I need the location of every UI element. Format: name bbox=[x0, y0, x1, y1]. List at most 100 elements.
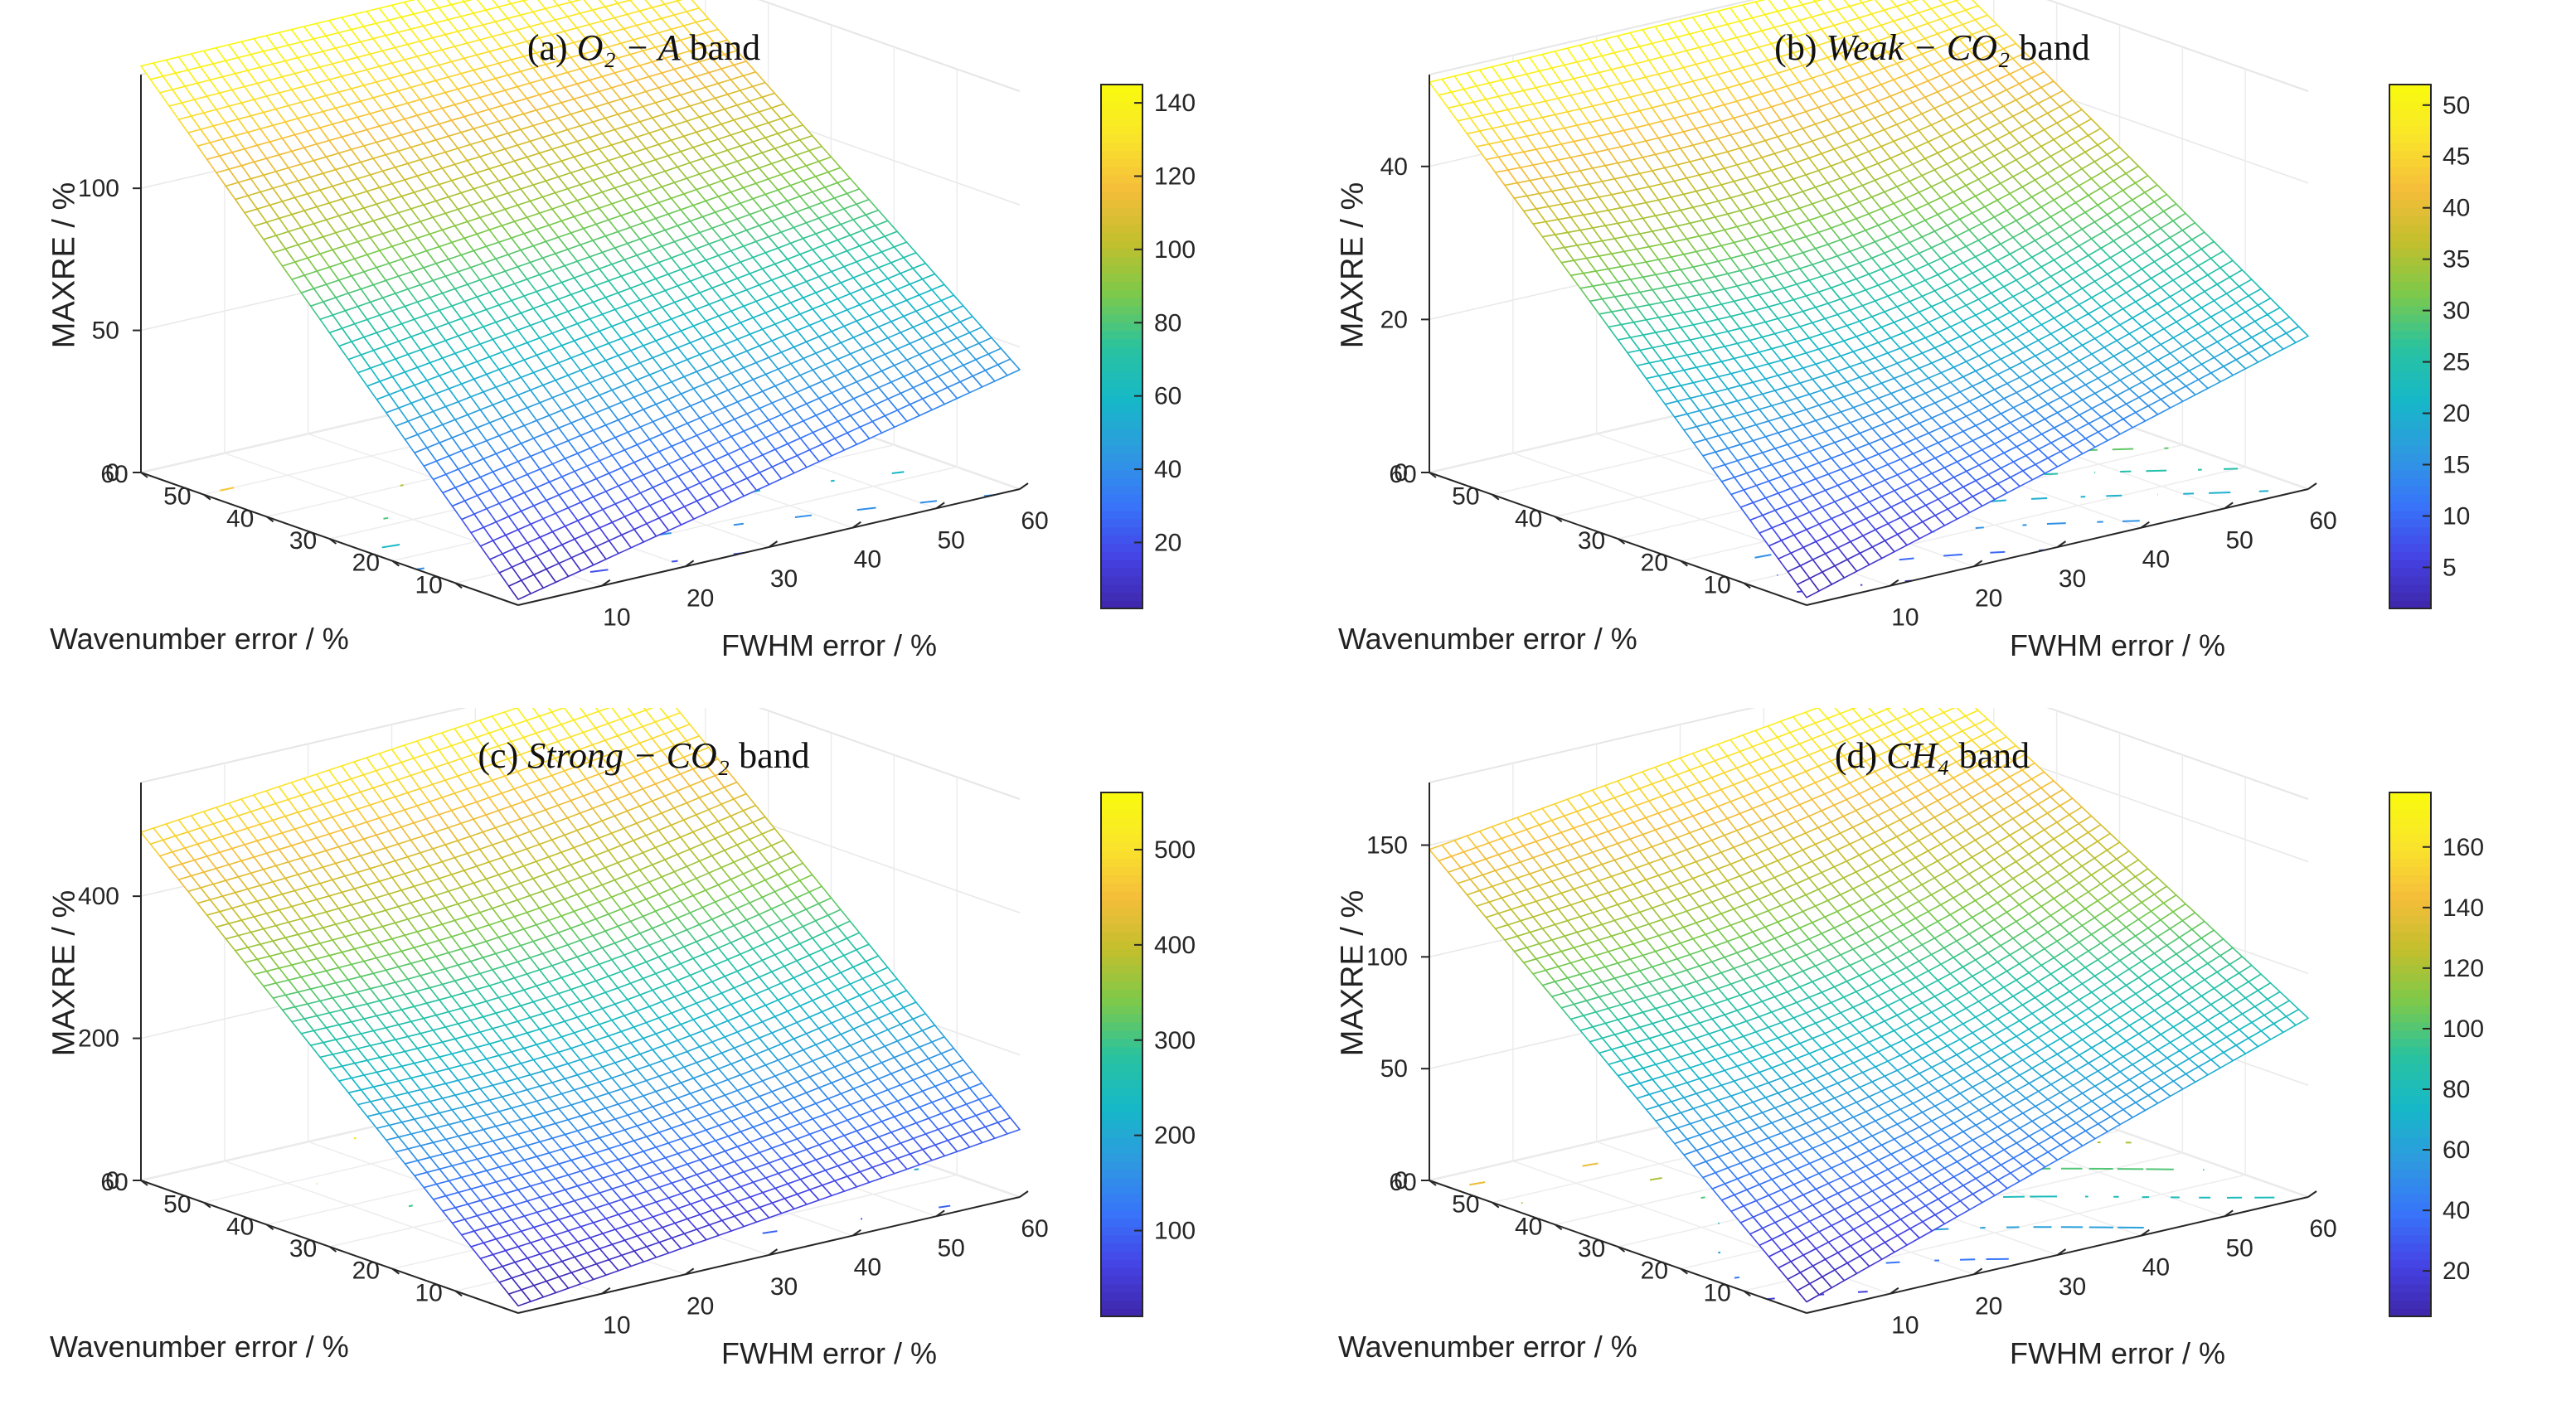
wavenumber-tick bbox=[328, 538, 337, 545]
z-tick-label: 40 bbox=[1380, 153, 1408, 181]
colorbar-swatch bbox=[2389, 166, 2431, 176]
colorbar-swatch bbox=[1101, 133, 1142, 143]
colorbar-tick-label: 30 bbox=[2443, 298, 2470, 325]
colorbar-swatch bbox=[2389, 535, 2431, 544]
colorbar-swatch bbox=[1101, 395, 1142, 405]
contour-segment bbox=[891, 471, 905, 475]
colorbar-swatch bbox=[1101, 174, 1142, 184]
colorbar-swatch bbox=[1101, 559, 1142, 569]
colorbar-swatch bbox=[2389, 297, 2431, 307]
panel-title-b: (b) Weak − CO₂ band bbox=[1774, 27, 2090, 68]
colorbar-swatch bbox=[2389, 157, 2431, 167]
colorbar-swatch bbox=[1101, 166, 1142, 176]
contour-segment bbox=[733, 522, 744, 526]
colorbar-swatch bbox=[2389, 518, 2431, 528]
contour-segment bbox=[762, 1230, 778, 1234]
panel-c: 10 20 30 40 50 60 10 20 30 40 50 60 0 200 400 100 200 300… bbox=[0, 708, 1288, 1415]
contour-segment bbox=[408, 1204, 413, 1208]
colorbar-tick-label: 20 bbox=[2443, 400, 2470, 428]
colorbar-tick-label: 80 bbox=[1154, 309, 1181, 337]
fwhm-tick bbox=[1973, 560, 1983, 568]
colorbar-swatch bbox=[2389, 125, 2431, 135]
colorbar-swatch bbox=[1101, 338, 1142, 347]
panel-title-a: (a) O₂ − A band bbox=[526, 27, 761, 68]
wavenumber-axis-label-b: Wavenumber error / % bbox=[1338, 622, 1637, 656]
colorbar-swatch bbox=[2389, 419, 2431, 429]
fwhm-tick-label: 10 bbox=[1891, 604, 1919, 632]
colorbar-tick-label: 10 bbox=[2443, 502, 2470, 530]
colorbar-swatch bbox=[1101, 419, 1142, 429]
colorbar-swatch bbox=[1101, 453, 1142, 463]
wavenumber-tick bbox=[1680, 560, 1688, 567]
surface-mesh bbox=[140, 0, 1021, 600]
contour-segment bbox=[400, 484, 404, 487]
colorbar-swatch bbox=[2389, 550, 2431, 560]
fwhm-tick bbox=[2224, 502, 2234, 510]
colorbar-swatch bbox=[2389, 395, 2431, 405]
colorbar-swatch bbox=[2389, 362, 2431, 372]
colorbar-swatch bbox=[2389, 322, 2431, 332]
panel-b: 10 20 30 40 50 60 10 20 30 40 50 60 0 20 40 5 10 15 20 25 30… bbox=[1288, 0, 2576, 707]
colorbar-swatch bbox=[2389, 428, 2431, 438]
colorbar-swatch bbox=[1101, 264, 1142, 274]
colorbar-swatch bbox=[2389, 256, 2431, 266]
colorbar-swatch bbox=[2389, 493, 2431, 503]
wavenumber-tick-label: 40 bbox=[226, 505, 254, 532]
wavenumber-tick-label: 10 bbox=[1703, 571, 1730, 598]
fwhm-tick-label: 20 bbox=[686, 584, 714, 612]
wavenumber-tick bbox=[1429, 472, 1437, 478]
contour-segment bbox=[353, 1136, 357, 1140]
wavenumber-tick-label: 60 bbox=[1389, 461, 1416, 488]
colorbar-swatch bbox=[2389, 600, 2431, 609]
contour-segment bbox=[2030, 497, 2048, 500]
colorbar-swatch bbox=[1101, 313, 1142, 323]
colorbar-swatch bbox=[1101, 461, 1142, 471]
colorbar-swatch bbox=[1101, 142, 1142, 151]
contour-segment bbox=[1975, 526, 1984, 530]
colorbar-tick-label: 20 bbox=[1154, 529, 1181, 556]
fwhm-tick-label: 40 bbox=[854, 546, 881, 574]
colorbar-swatch bbox=[1101, 469, 1142, 478]
colorbar-swatch bbox=[2389, 461, 2431, 471]
colorbar-swatch bbox=[1101, 85, 1142, 94]
colorbar-tick-label: 60 bbox=[1154, 383, 1181, 410]
colorbar-tick-label: 40 bbox=[2443, 195, 2470, 222]
colorbar-swatch bbox=[2389, 404, 2431, 413]
colorbar-swatch bbox=[2389, 526, 2431, 536]
fwhm-tick bbox=[1890, 579, 1899, 587]
colorbar-swatch bbox=[2389, 240, 2431, 250]
colorbar-swatch bbox=[1101, 346, 1142, 356]
colorbar-swatch bbox=[1101, 150, 1142, 159]
fwhm-tick-label: 30 bbox=[770, 565, 798, 593]
colorbar-swatch bbox=[1101, 199, 1142, 209]
wavenumber-tick bbox=[1617, 538, 1626, 545]
wavenumber-tick bbox=[1555, 516, 1563, 523]
contour-segment bbox=[919, 500, 938, 504]
colorbar-swatch bbox=[1101, 305, 1142, 315]
colorbar-swatch bbox=[1101, 330, 1142, 340]
colorbar-swatch bbox=[1101, 288, 1142, 298]
fwhm-tick-label: 60 bbox=[1021, 507, 1048, 535]
surface-mesh bbox=[140, 708, 1021, 1307]
colorbar-swatch bbox=[2389, 216, 2431, 225]
wavenumber-tick-label: 20 bbox=[1641, 550, 1668, 577]
colorbar-swatch bbox=[2389, 575, 2431, 585]
colorbar-swatch bbox=[2389, 354, 2431, 364]
z-tick-label: 0 bbox=[105, 459, 119, 487]
colorbar-tick-label: 45 bbox=[2443, 143, 2470, 171]
contour-segment bbox=[220, 487, 235, 492]
colorbar-frame bbox=[2389, 84, 2432, 609]
wavenumber-tick-label: 20 bbox=[352, 550, 380, 577]
wavenumber-axis-label-a: Wavenumber error / % bbox=[50, 622, 349, 656]
colorbar-swatch bbox=[2389, 150, 2431, 159]
z-tick-label: 0 bbox=[1394, 459, 1408, 487]
colorbar-tick-label: 50 bbox=[2443, 92, 2470, 119]
contour-segment bbox=[914, 1168, 919, 1170]
colorbar-swatch bbox=[2389, 248, 2431, 258]
colorbar-swatch bbox=[1101, 550, 1142, 560]
wavenumber-tick bbox=[391, 560, 400, 567]
fwhm-tick bbox=[851, 521, 861, 529]
colorbar-tick-label: 15 bbox=[2443, 452, 2470, 479]
contour-segment bbox=[589, 569, 609, 573]
colorbar-swatch bbox=[2389, 412, 2431, 421]
